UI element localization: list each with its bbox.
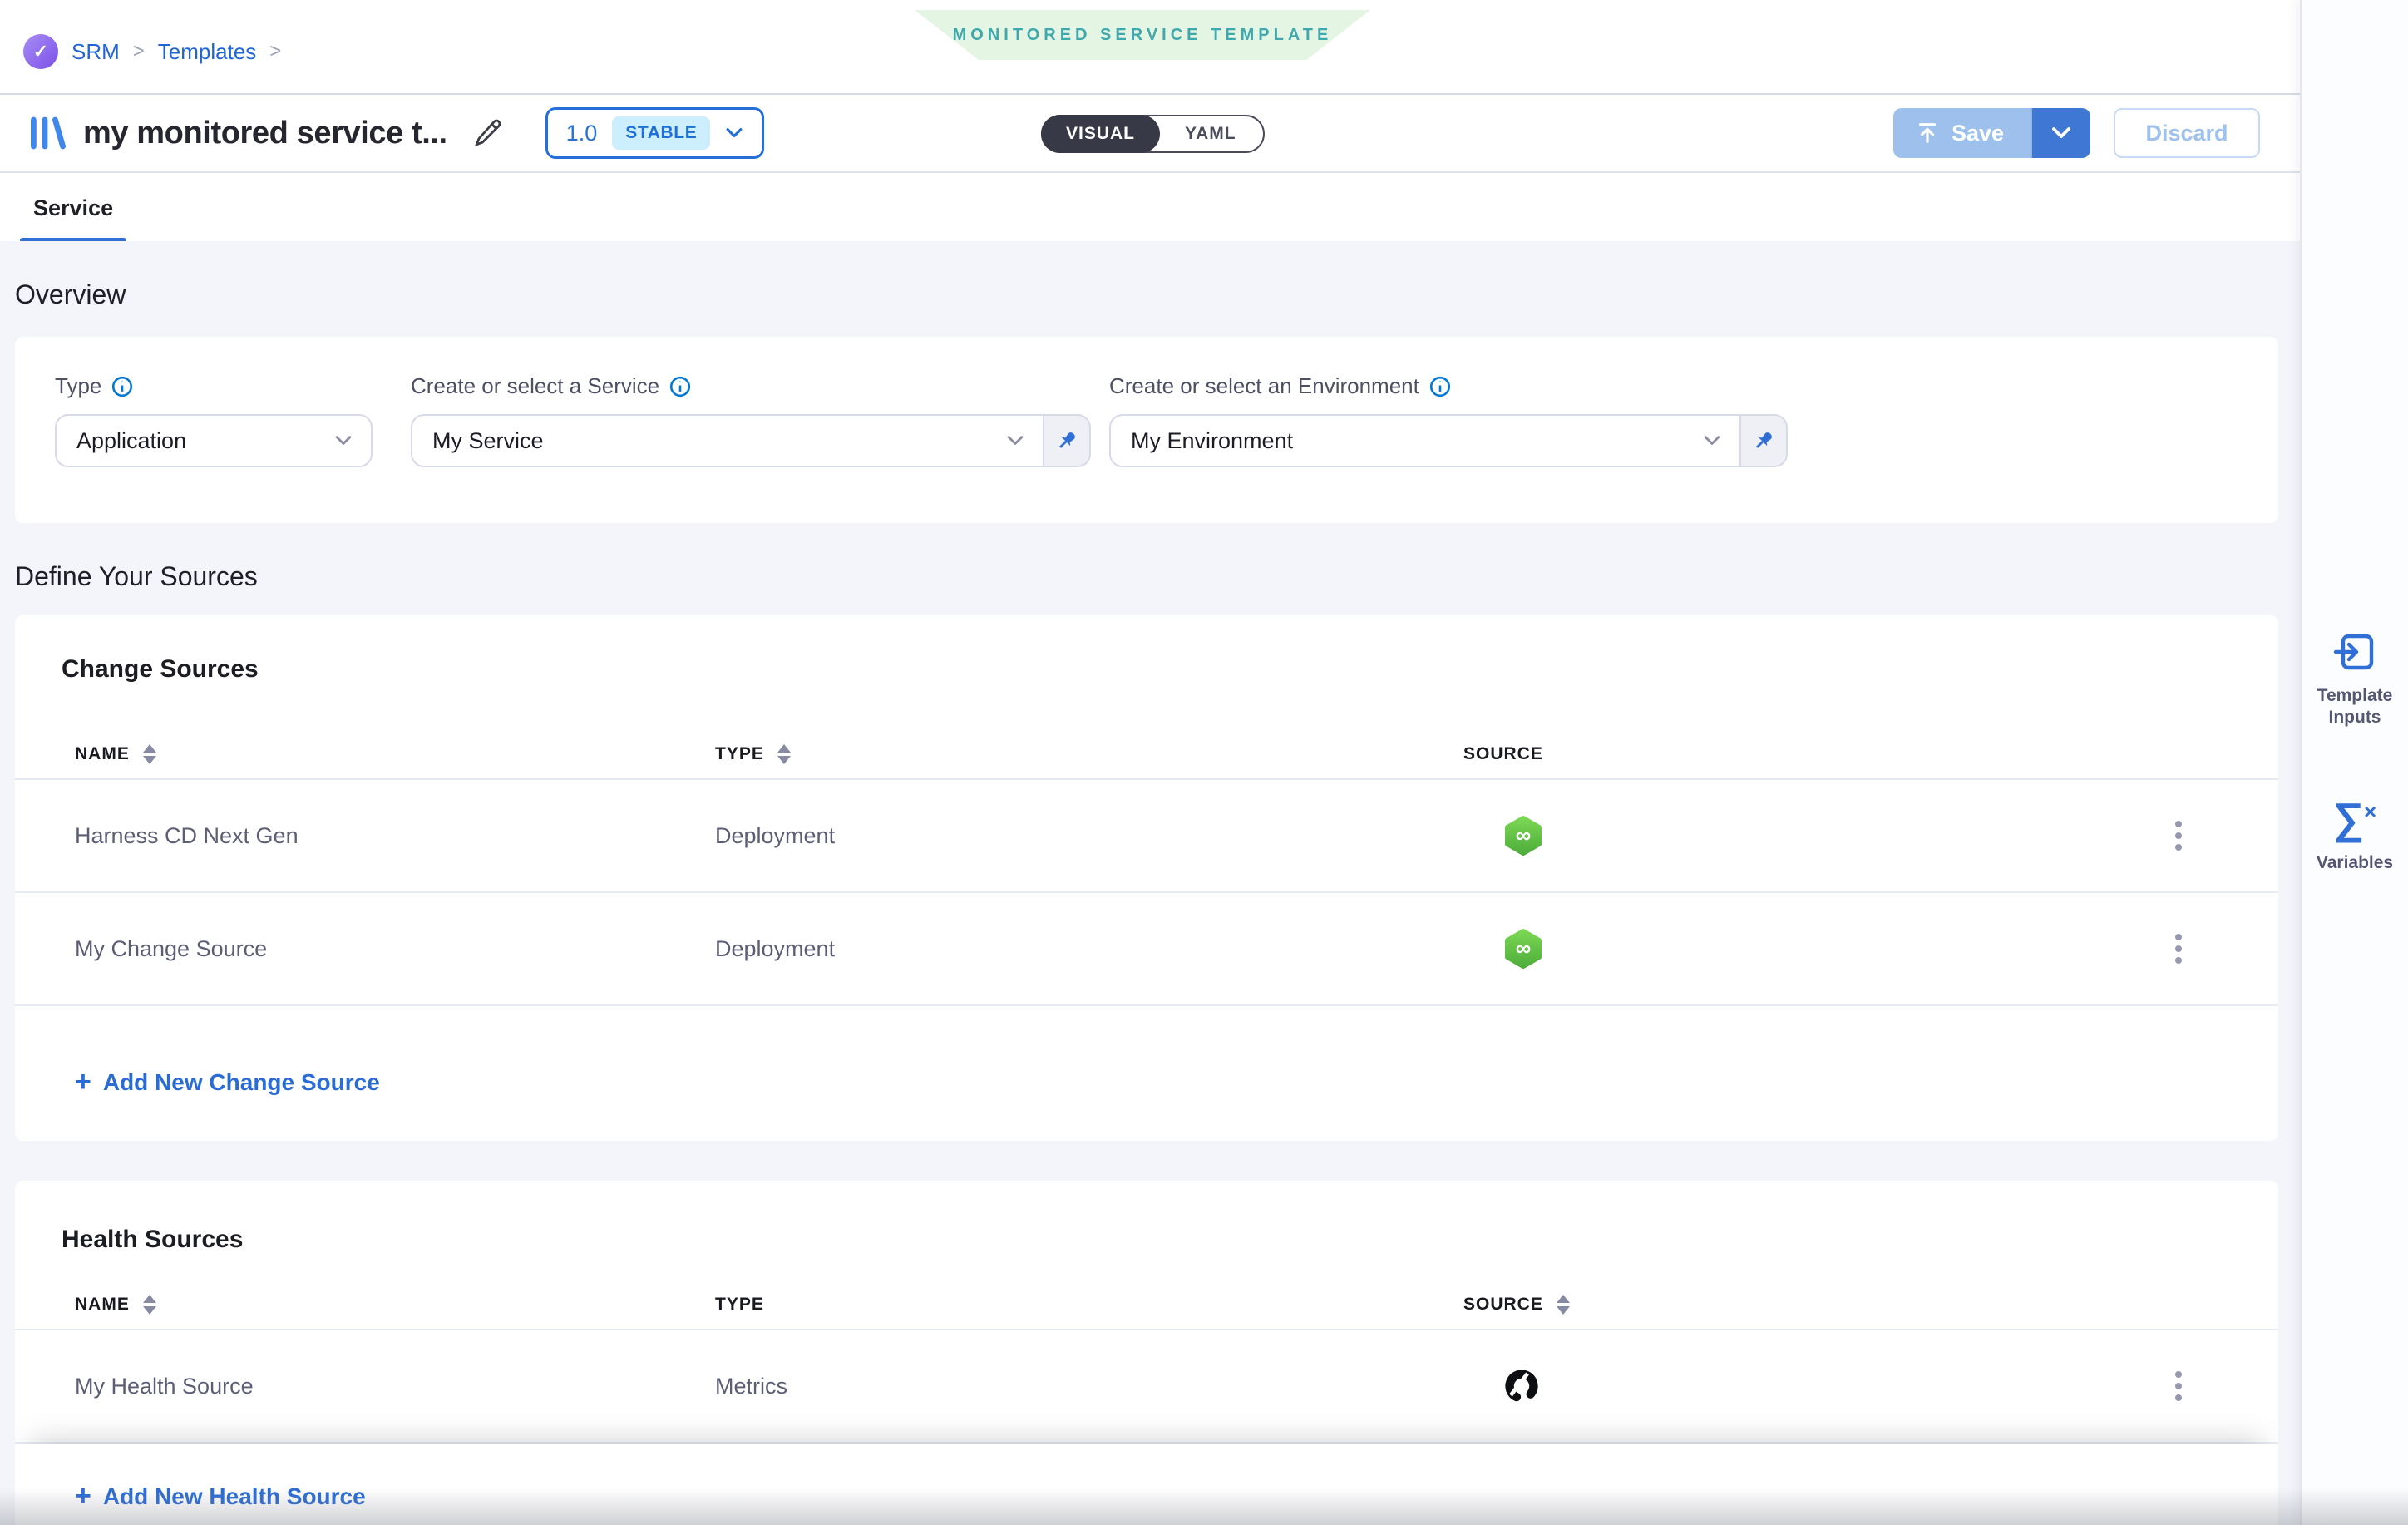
template-inputs-button[interactable]: Template Inputs <box>2302 630 2408 729</box>
row-options-kebab-icon[interactable] <box>2162 814 2195 857</box>
chevron-down-icon <box>1006 435 1024 447</box>
toggle-yaml[interactable]: YAML <box>1158 116 1263 151</box>
breadcrumb-bar: ✓ SRM > Templates > MONITORED SERVICE TE… <box>0 0 2300 95</box>
visual-yaml-toggle: VISUAL YAML <box>1041 115 1265 153</box>
tab-service[interactable]: Service <box>27 173 120 243</box>
title-bar: my monitored service t... 1.0 STABLE VIS… <box>0 95 2300 173</box>
stable-version-tag: STABLE <box>612 116 710 150</box>
version-selector[interactable]: 1.0 STABLE <box>545 107 765 159</box>
page-title: my monitored service t... <box>83 116 447 151</box>
sigma-x-icon: ∑× <box>2333 797 2376 841</box>
harness-cd-hexagon-icon: ∞ <box>1503 816 1543 856</box>
overview-heading: Overview <box>15 279 2300 310</box>
type-select[interactable]: Application <box>55 414 373 467</box>
discard-button[interactable]: Discard <box>2114 108 2260 158</box>
plus-icon: + <box>75 1480 91 1513</box>
column-header-source[interactable]: SOURCE <box>1463 1295 2162 1315</box>
breadcrumb-link-srm[interactable]: SRM <box>72 39 120 65</box>
plus-icon: + <box>75 1066 91 1098</box>
change-sources-table-header: NAME TYPE SOURCE <box>15 730 2278 780</box>
row-options-kebab-icon[interactable] <box>2162 1365 2195 1408</box>
breadcrumb-link-templates[interactable]: Templates <box>158 39 257 65</box>
sort-icon <box>143 1295 156 1315</box>
template-studio-page: ✓ SRM > Templates > MONITORED SERVICE TE… <box>0 0 2408 1525</box>
service-select[interactable]: My Service <box>411 414 1044 467</box>
column-header-source: SOURCE <box>1463 744 2162 764</box>
column-header-name[interactable]: NAME <box>75 1295 715 1315</box>
template-icon <box>30 116 67 150</box>
service-fixed-value-pin[interactable] <box>1044 414 1091 467</box>
harness-cd-hexagon-icon: ∞ <box>1503 929 1543 969</box>
define-sources-heading: Define Your Sources <box>15 561 2300 592</box>
type-field-group: Type Application <box>55 373 373 467</box>
srm-module-icon: ✓ <box>23 34 58 69</box>
health-sources-table-header: NAME TYPE SOURCE <box>15 1281 2278 1330</box>
chevron-down-icon <box>725 127 743 139</box>
chevron-right-icon: > <box>133 40 145 63</box>
variables-button[interactable]: ∑× Variables <box>2302 797 2408 874</box>
version-number: 1.0 <box>566 121 598 146</box>
overview-card: Type Application Create or select a Se <box>15 337 2278 523</box>
environment-field-group: Create or select an Environment My Envir… <box>1109 373 1788 467</box>
svg-text:∞: ∞ <box>1516 935 1532 960</box>
save-split-button: Save <box>1893 108 2090 158</box>
upload-icon <box>1915 121 1940 146</box>
edit-title-pencil-icon[interactable] <box>474 119 502 147</box>
svg-text:∞: ∞ <box>1516 822 1532 847</box>
health-sources-title: Health Sources <box>15 1181 2278 1254</box>
monitored-service-template-badge: MONITORED SERVICE TEMPLATE <box>915 10 1370 60</box>
toggle-visual[interactable]: VISUAL <box>1041 115 1160 153</box>
row-options-kebab-icon[interactable] <box>2162 927 2195 970</box>
save-button[interactable]: Save <box>1893 108 2032 158</box>
environment-label: Create or select an Environment <box>1109 373 1419 399</box>
table-row[interactable]: Harness CD Next Gen Deployment ∞ <box>15 780 2278 893</box>
right-rail: Template Inputs ∑× Variables <box>2300 0 2408 1525</box>
column-header-type[interactable]: TYPE <box>715 744 1463 764</box>
row-name: My Health Source <box>75 1374 715 1399</box>
table-row[interactable]: My Health Source Metrics <box>15 1330 2278 1444</box>
chevron-right-icon: > <box>269 40 281 63</box>
pin-icon <box>1752 429 1775 452</box>
table-row[interactable]: My Change Source Deployment ∞ <box>15 893 2278 1006</box>
add-new-change-source-button[interactable]: + Add New Change Source <box>75 1066 380 1098</box>
row-type: Deployment <box>715 823 1463 849</box>
chevron-down-icon <box>2051 126 2071 140</box>
row-type: Deployment <box>715 936 1463 962</box>
row-name: My Change Source <box>75 936 715 962</box>
sort-icon <box>1557 1295 1570 1315</box>
appdynamics-icon <box>1503 1368 1540 1404</box>
row-name: Harness CD Next Gen <box>75 823 715 849</box>
health-sources-card: Health Sources NAME TYPE SOURCE <box>15 1181 2278 1525</box>
info-icon[interactable] <box>1429 376 1451 397</box>
change-sources-title: Change Sources <box>15 615 2278 684</box>
chevron-down-icon <box>1703 435 1721 447</box>
service-field-group: Create or select a Service My Service <box>411 373 1091 467</box>
service-label: Create or select a Service <box>411 373 659 399</box>
info-icon[interactable] <box>111 376 133 397</box>
rail-item-label: Variables <box>2307 852 2403 874</box>
tab-bar: Service <box>0 173 2300 243</box>
column-header-type: TYPE <box>715 1295 1463 1315</box>
type-label: Type <box>55 373 101 399</box>
sort-icon <box>777 744 791 764</box>
environment-select[interactable]: My Environment <box>1109 414 1741 467</box>
service-tab-content: Overview Type Application <box>0 241 2300 1525</box>
environment-fixed-value-pin[interactable] <box>1741 414 1788 467</box>
title-actions: Save Discard <box>1893 108 2260 158</box>
add-new-health-source-button[interactable]: + Add New Health Source <box>75 1480 366 1513</box>
chevron-down-icon <box>334 435 353 447</box>
info-icon[interactable] <box>669 376 691 397</box>
change-sources-card: Change Sources NAME TYPE SOURCE <box>15 615 2278 1141</box>
row-type: Metrics <box>715 1374 1463 1399</box>
pin-icon <box>1055 429 1078 452</box>
sort-icon <box>143 744 156 764</box>
rail-item-label: Template Inputs <box>2307 685 2403 729</box>
save-options-chevron[interactable] <box>2032 108 2090 158</box>
box-arrow-in-icon <box>2333 630 2376 674</box>
column-header-name[interactable]: NAME <box>75 744 715 764</box>
